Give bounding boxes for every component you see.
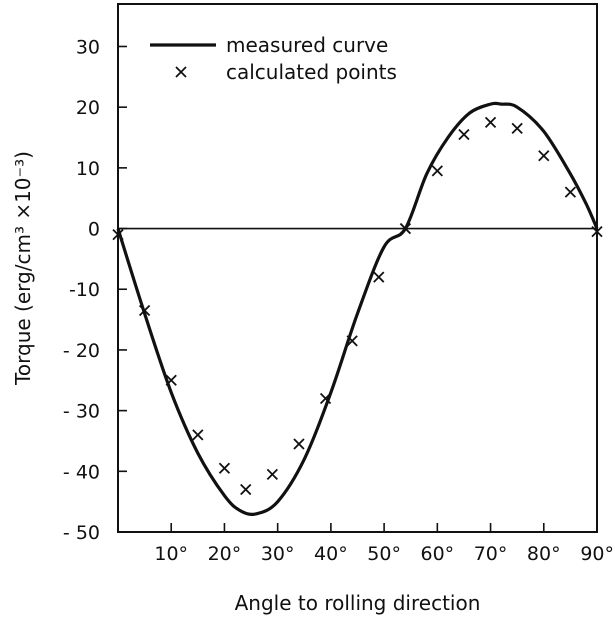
calculated-point-18 [591,225,603,238]
x-tick-label-5: 60° [420,543,454,565]
calculated-point-6 [266,468,278,480]
calculated-point-12 [431,165,443,177]
calculated-point-0 [112,228,124,241]
y-tick-label-1: 20 [76,97,100,119]
y-axis-label: Torque (erg/cm³ ×10⁻³) [11,151,35,386]
calculated-point-16 [538,150,550,162]
x-tick-label-1: 20° [208,543,242,565]
calculated-point-10 [373,271,385,283]
y-tick-label-7: - 40 [63,461,100,483]
measured-curve-line [116,101,599,516]
x-axis-label: Angle to rolling direction [235,591,481,615]
calculated-point-2 [165,374,177,386]
calculated-point-15 [511,122,523,135]
y-tick-label-8: - 50 [63,522,100,544]
y-tick-label-0: 30 [76,36,100,58]
calculated-point-13 [458,128,470,141]
legend-label-1: calculated points [226,60,397,84]
x-tick-label-0: 10° [154,543,188,565]
x-tick-label-2: 30° [261,543,295,565]
legend-label-0: measured curve [226,33,388,57]
x-tick-label-8: 90° [580,543,614,565]
calculated-point-11 [399,222,412,235]
calculated-point-4 [218,462,231,474]
x-tick-label-3: 40° [314,543,348,565]
y-tick-label-2: 10 [76,158,100,180]
calculated-point-7 [293,438,305,450]
y-tick-label-5: - 20 [63,340,100,362]
calculated-point-14 [484,116,497,128]
y-tick-label-3: 0 [88,219,100,241]
calculated-point-9 [346,335,358,347]
calculated-point-8 [319,392,332,405]
legend-swatch-calculated [175,66,187,78]
x-tick-label-6: 70° [474,543,508,565]
plot-frame [117,3,598,533]
calculated-point-3 [192,429,204,441]
y-tick-label-4: -10 [69,279,100,301]
x-tick-label-4: 50° [367,543,401,565]
calculated-point-17 [564,186,577,198]
y-tick-label-6: - 30 [63,401,100,423]
calculated-point-1 [138,304,151,317]
x-tick-label-7: 80° [527,543,561,565]
calculated-point-5 [240,483,252,496]
